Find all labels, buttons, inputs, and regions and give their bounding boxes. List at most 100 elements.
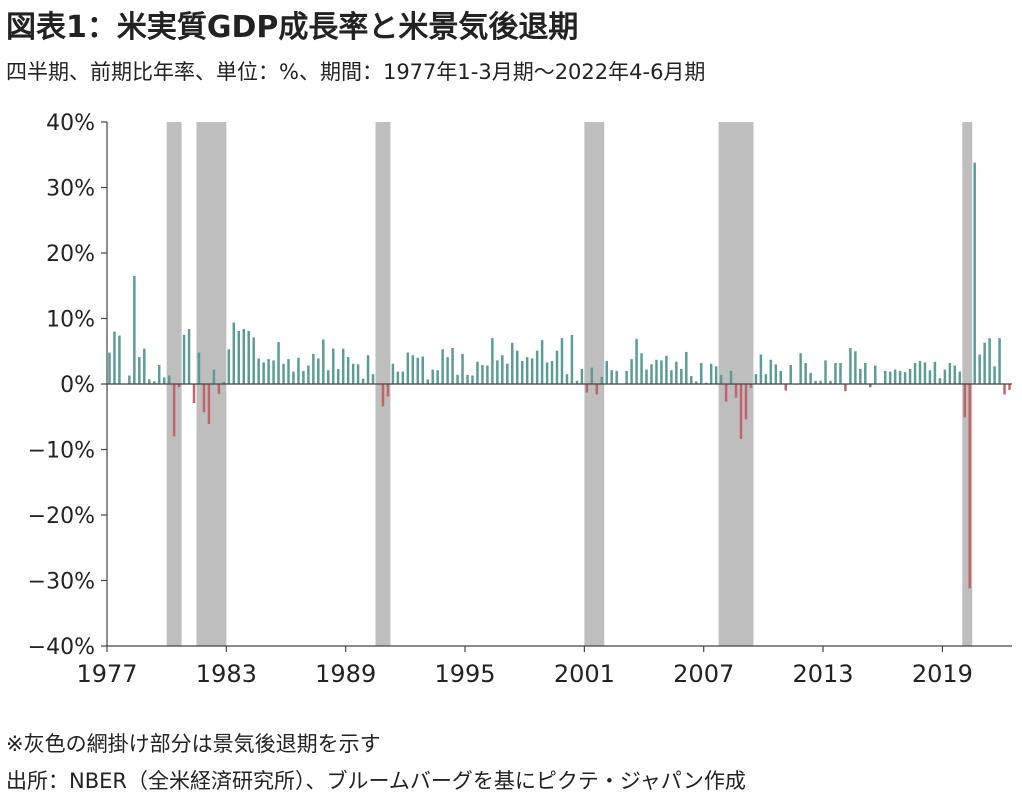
- bar-1983q1: [227, 349, 231, 384]
- bar-2013q1: [824, 360, 827, 384]
- bar-2011q1: [784, 384, 787, 391]
- bar-1981q3: [197, 352, 201, 384]
- bar-2021q3: [993, 366, 996, 384]
- bar-1980q1: [167, 375, 171, 384]
- bar-1983q4: [242, 328, 245, 384]
- bar-1983q2: [232, 322, 236, 384]
- bar-2017q4: [918, 361, 922, 384]
- bar-1993q3: [436, 370, 439, 384]
- bar-2002q1: [605, 361, 608, 384]
- bar-2017q3: [913, 363, 917, 384]
- bar-2018q4: [938, 378, 942, 384]
- bar-1995q2: [471, 375, 474, 384]
- x-tick-label: 2019: [912, 660, 973, 688]
- bar-1989q3: [356, 364, 360, 384]
- bar-1977q2: [113, 331, 116, 384]
- bar-2012q3: [814, 380, 817, 384]
- y-tick-label: 20%: [46, 242, 95, 267]
- bar-1982q2: [212, 369, 216, 384]
- bar-2003q2: [630, 359, 633, 384]
- bar-2019q2: [948, 363, 952, 384]
- x-tick-label: 1995: [434, 660, 495, 688]
- bar-2017q2: [908, 368, 912, 384]
- bar-1993q4: [441, 349, 444, 384]
- bar-2022q1: [1003, 384, 1006, 395]
- bar-2014q4: [859, 368, 862, 384]
- bar-2007q2: [709, 363, 713, 384]
- bar-1998q2: [530, 358, 534, 384]
- bar-2004q3: [655, 359, 658, 384]
- bar-2022q2: [1008, 384, 1011, 390]
- bar-2004q4: [660, 360, 663, 384]
- bar-2006q3: [695, 381, 698, 384]
- bar-1994q1: [446, 357, 449, 384]
- bar-2015q1: [864, 363, 867, 384]
- bar-1977q3: [118, 335, 121, 384]
- bar-2008q1: [724, 384, 728, 402]
- y-tick-label: −40%: [28, 635, 95, 660]
- bar-1983q3: [237, 330, 241, 384]
- bar-1979q1: [148, 379, 151, 384]
- bar-2005q4: [680, 368, 683, 384]
- bar-2019q4: [958, 371, 962, 384]
- bar-1981q4: [202, 384, 206, 413]
- y-tick-label: 10%: [46, 308, 95, 333]
- bar-1995q3: [476, 361, 479, 384]
- bar-2018q2: [928, 370, 932, 384]
- x-tick-label: 2013: [793, 660, 854, 688]
- bar-1999q3: [555, 350, 559, 384]
- bar-2007q4: [719, 374, 723, 384]
- bar-1993q1: [426, 379, 429, 384]
- bar-1978q1: [128, 375, 131, 384]
- bar-1980q4: [182, 334, 186, 384]
- bar-2021q1: [983, 342, 986, 384]
- bar-1989q2: [351, 363, 355, 384]
- bar-1996q1: [486, 365, 489, 384]
- bar-1989q4: [361, 378, 365, 384]
- bar-2013q3: [834, 363, 837, 384]
- bar-1999q1: [545, 362, 549, 384]
- bar-1999q4: [560, 338, 564, 384]
- bar-2001q3: [595, 384, 599, 395]
- bar-2012q4: [819, 380, 822, 384]
- bar-2006q2: [690, 376, 693, 384]
- y-tick-label: 30%: [46, 177, 95, 202]
- bar-1980q2: [172, 384, 176, 437]
- bar-1979q4: [162, 377, 166, 384]
- bar-2014q1: [844, 384, 847, 392]
- bar-1982q1: [207, 384, 211, 424]
- bar-2011q4: [799, 353, 802, 384]
- bar-2005q2: [670, 370, 673, 384]
- x-tick-label: 2001: [554, 660, 615, 688]
- bar-2017q1: [903, 372, 907, 384]
- bar-1987q3: [317, 358, 320, 384]
- bar-1991q3: [396, 371, 400, 384]
- bar-2013q2: [829, 380, 832, 384]
- bar-1986q1: [287, 359, 290, 384]
- bar-1994q3: [456, 374, 459, 384]
- bar-1991q2: [391, 363, 395, 384]
- bar-2021q2: [988, 338, 991, 384]
- gdp-bar-chart: 40%30%20%10%0%−10%−20%−30%−40% 1977 1983 1…: [28, 111, 1012, 688]
- bar-1986q2: [292, 371, 295, 384]
- bar-1984q2: [252, 337, 255, 384]
- bar-1978q2: [133, 275, 136, 384]
- y-tick-label: −10%: [28, 439, 95, 464]
- bar-1988q3: [336, 368, 340, 384]
- bar-1985q3: [277, 342, 280, 384]
- bar-2009q1: [744, 384, 748, 420]
- bar-2008q4: [739, 384, 743, 440]
- bar-2010q2: [769, 359, 773, 384]
- bar-2002q2: [610, 370, 613, 384]
- y-tick-labels: 40% 30% 20% 10% 0% −10% −20% −30% −40%: [28, 111, 95, 660]
- bar-1985q2: [272, 360, 275, 384]
- bar-1984q4: [262, 362, 265, 384]
- bar-2004q1: [645, 369, 648, 384]
- bar-2004q2: [650, 364, 653, 384]
- bar-1992q1: [406, 352, 410, 384]
- bar-2014q3: [854, 351, 857, 384]
- bar-2009q2: [749, 384, 753, 388]
- bar-2021q4: [998, 338, 1001, 384]
- bar-1994q4: [461, 353, 464, 384]
- chart-subtitle: 四半期、前期比年率、単位：%、期間：1977年1-3月期～2022年4-6月期: [6, 60, 706, 84]
